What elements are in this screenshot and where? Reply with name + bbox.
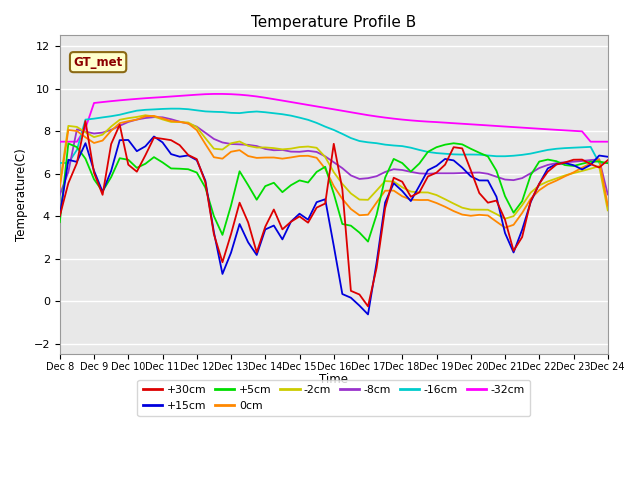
- +5cm: [587, 159, 595, 165]
- +15cm: [193, 157, 200, 163]
- 0cm: [501, 225, 509, 230]
- -8cm: [587, 157, 595, 163]
- -16cm: [347, 135, 355, 141]
- 0cm: [227, 149, 235, 155]
- Line: -16cm: -16cm: [60, 108, 608, 163]
- -32cm: [227, 91, 235, 97]
- +15cm: [364, 312, 372, 317]
- +30cm: [56, 213, 63, 219]
- -16cm: [227, 110, 235, 116]
- 0cm: [193, 127, 200, 133]
- -2cm: [587, 166, 595, 171]
- +30cm: [227, 231, 235, 237]
- +30cm: [296, 214, 303, 219]
- +15cm: [604, 154, 612, 160]
- +5cm: [364, 239, 372, 244]
- 0cm: [150, 113, 158, 119]
- Line: -2cm: -2cm: [60, 115, 608, 219]
- 0cm: [604, 203, 612, 208]
- Line: -8cm: -8cm: [60, 117, 608, 195]
- 0cm: [56, 184, 63, 190]
- 0cm: [347, 206, 355, 212]
- +5cm: [604, 160, 612, 166]
- -8cm: [150, 114, 158, 120]
- -2cm: [227, 140, 235, 146]
- Line: +15cm: +15cm: [60, 136, 608, 314]
- Legend: +30cm, +15cm, +5cm, 0cm, -2cm, -8cm, -16cm, -32cm: +30cm, +15cm, +5cm, 0cm, -2cm, -8cm, -16…: [138, 380, 530, 416]
- -8cm: [56, 192, 63, 198]
- Title: Temperature Profile B: Temperature Profile B: [251, 15, 417, 30]
- +30cm: [544, 169, 552, 175]
- -8cm: [227, 141, 235, 147]
- +30cm: [193, 156, 200, 162]
- -2cm: [56, 181, 63, 187]
- +30cm: [604, 157, 612, 163]
- +5cm: [184, 167, 192, 172]
- -32cm: [536, 126, 543, 132]
- +15cm: [150, 133, 158, 139]
- Line: +30cm: +30cm: [60, 121, 608, 306]
- +5cm: [339, 221, 346, 227]
- -16cm: [56, 160, 63, 166]
- -2cm: [296, 144, 303, 150]
- +30cm: [347, 288, 355, 294]
- -8cm: [193, 124, 200, 130]
- +5cm: [56, 219, 63, 225]
- 0cm: [296, 153, 303, 159]
- Y-axis label: Temperature(C): Temperature(C): [15, 148, 28, 241]
- +5cm: [450, 140, 458, 146]
- -16cm: [193, 108, 200, 113]
- -32cm: [296, 101, 303, 107]
- -32cm: [604, 139, 612, 144]
- +30cm: [82, 118, 90, 124]
- -32cm: [56, 139, 63, 144]
- +15cm: [544, 166, 552, 171]
- +30cm: [364, 303, 372, 309]
- -16cm: [536, 149, 543, 155]
- -32cm: [184, 93, 192, 98]
- -8cm: [347, 172, 355, 178]
- +30cm: [587, 161, 595, 167]
- +15cm: [587, 162, 595, 168]
- +5cm: [219, 232, 227, 238]
- -8cm: [536, 165, 543, 171]
- -2cm: [501, 216, 509, 222]
- -16cm: [167, 106, 175, 111]
- 0cm: [544, 181, 552, 187]
- +15cm: [296, 211, 303, 216]
- -2cm: [193, 124, 200, 130]
- -32cm: [347, 109, 355, 115]
- +5cm: [544, 156, 552, 162]
- -2cm: [544, 179, 552, 184]
- -16cm: [604, 160, 612, 166]
- -2cm: [347, 191, 355, 196]
- 0cm: [587, 161, 595, 167]
- Line: 0cm: 0cm: [60, 116, 608, 228]
- +15cm: [227, 250, 235, 255]
- Line: +5cm: +5cm: [60, 143, 608, 241]
- -2cm: [141, 112, 149, 118]
- X-axis label: Time: Time: [319, 373, 348, 386]
- +15cm: [56, 213, 63, 219]
- -16cm: [587, 144, 595, 150]
- Line: -32cm: -32cm: [60, 94, 608, 142]
- Text: GT_met: GT_met: [74, 56, 123, 69]
- +5cm: [287, 182, 295, 188]
- -32cm: [587, 139, 595, 144]
- -32cm: [210, 91, 218, 97]
- -8cm: [296, 149, 303, 155]
- -8cm: [604, 192, 612, 197]
- -16cm: [296, 115, 303, 120]
- -2cm: [604, 207, 612, 213]
- +15cm: [347, 295, 355, 300]
